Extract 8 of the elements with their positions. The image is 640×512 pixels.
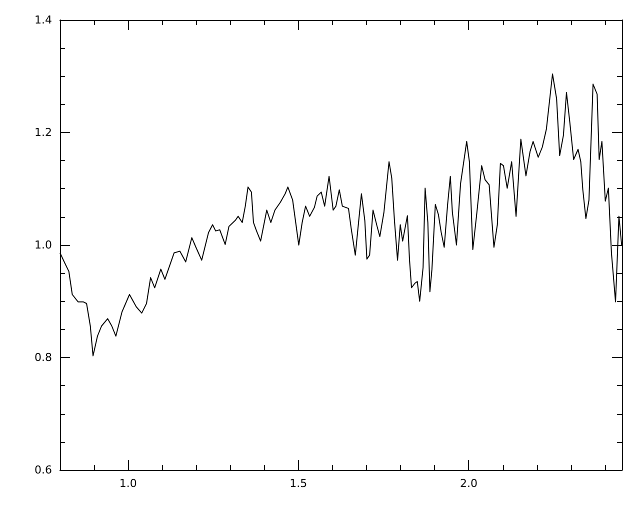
x-tick-label: 1.0 (119, 477, 137, 490)
y-tick-label: 0.8 (34, 351, 52, 364)
x-tick-label: 2.0 (460, 477, 478, 490)
y-tick-label: 1.4 (34, 14, 52, 26)
y-tick-label: 0.6 (34, 464, 52, 476)
x-tick-label: 1.5 (290, 477, 308, 490)
y-tick-label: 1.2 (34, 126, 52, 139)
y-tick-label: 1.0 (34, 238, 52, 252)
